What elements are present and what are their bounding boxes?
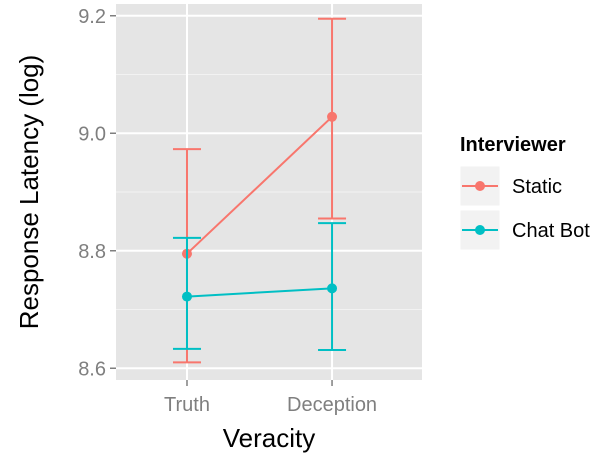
series-line	[186, 287, 333, 298]
legend-key-point	[475, 181, 485, 191]
series-line	[186, 116, 333, 255]
y-axis-ticks: 8.6 8.8 9.0 9.2	[78, 6, 116, 380]
series-static	[172, 17, 347, 364]
series-chat-bot	[172, 222, 347, 352]
series-layer	[172, 17, 347, 364]
legend-item: Static	[459, 165, 562, 207]
data-point	[181, 291, 192, 302]
legend-label: Static	[512, 176, 562, 198]
legend-label: Chat Bot	[512, 220, 590, 242]
legend: Interviewer Static Chat Bot	[459, 134, 590, 251]
x-tick-label: Deception	[287, 394, 377, 416]
x-axis-title: Veracity	[223, 423, 316, 453]
legend-title: Interviewer	[460, 134, 566, 156]
legend-item: Chat Bot	[459, 209, 590, 251]
y-axis-title: Response Latency (log)	[14, 55, 44, 330]
y-tick-label: 9.0	[78, 123, 106, 145]
data-point	[327, 111, 338, 122]
legend-key-point	[475, 225, 485, 235]
x-axis-ticks: Truth Deception	[164, 380, 377, 416]
data-point	[327, 283, 338, 294]
y-tick-label: 9.2	[78, 6, 106, 28]
x-tick-label: Truth	[164, 394, 210, 416]
y-tick-label: 8.8	[78, 241, 106, 263]
y-tick-label: 8.6	[78, 358, 106, 380]
